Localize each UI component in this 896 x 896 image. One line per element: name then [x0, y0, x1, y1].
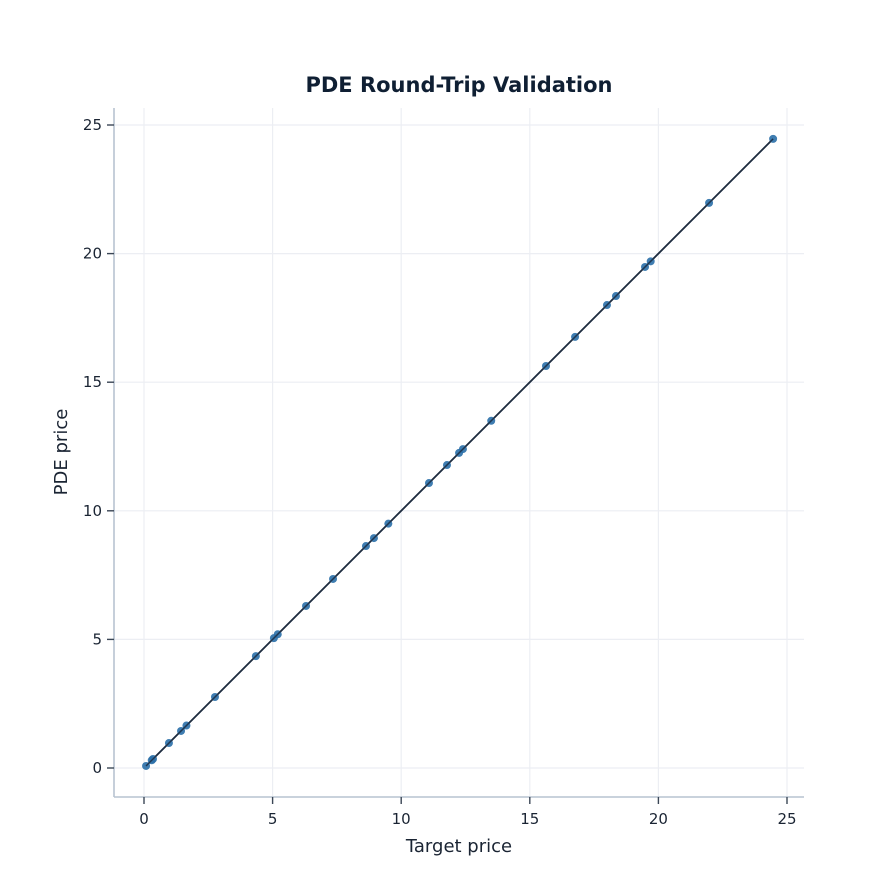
- x-tick-label: 15: [520, 810, 539, 828]
- y-tick-label: 10: [83, 502, 102, 520]
- x-axis-label: Target price: [405, 836, 512, 857]
- y-axis-ticks: 0 5 10 15 20 25: [83, 116, 114, 777]
- chart-title: PDE Round-Trip Validation: [305, 73, 612, 97]
- x-tick-label: 10: [392, 810, 411, 828]
- y-tick-label: 15: [83, 373, 102, 391]
- x-tick-label: 0: [139, 810, 149, 828]
- y-tick-label: 5: [92, 630, 102, 648]
- x-axis-ticks: 0 5 10 15 20 25: [139, 797, 797, 828]
- data-points: [142, 134, 778, 770]
- x-tick-label: 5: [268, 810, 278, 828]
- x-tick-label: 25: [777, 810, 796, 828]
- y-axis-label: PDE price: [51, 409, 72, 496]
- y-tick-label: 0: [92, 759, 102, 777]
- x-tick-label: 20: [649, 810, 668, 828]
- y-tick-label: 25: [83, 116, 102, 134]
- y-tick-label: 20: [83, 245, 102, 263]
- identity-line-overlay: [145, 138, 774, 767]
- grid-lines: [114, 108, 804, 797]
